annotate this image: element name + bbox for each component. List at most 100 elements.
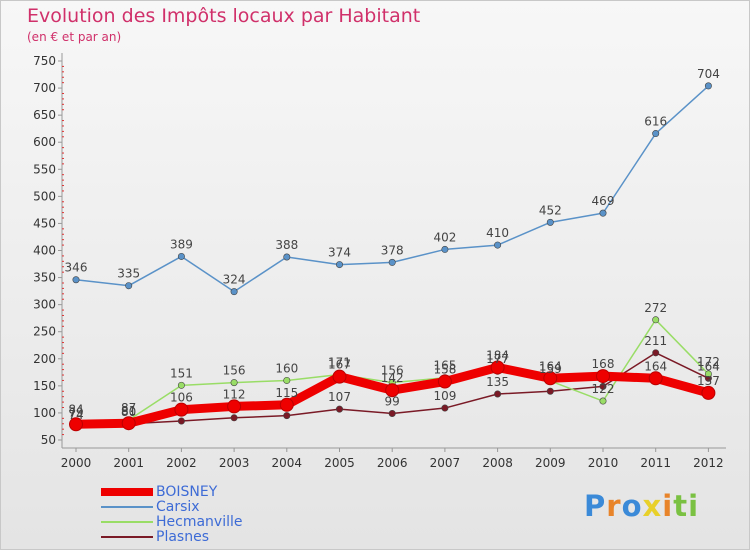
y-tick-label: 100 xyxy=(33,406,56,420)
data-label-hecmanville: 156 xyxy=(223,364,246,378)
proxiti-logo: Proxiti xyxy=(584,489,699,523)
data-label-carsix: 346 xyxy=(65,261,88,275)
data-label-hecmanville: 177 xyxy=(486,352,509,366)
data-label-boisney: 79 xyxy=(68,405,83,419)
data-point-carsix xyxy=(283,253,291,261)
data-label-plasnes: 99 xyxy=(385,394,400,408)
legend-label-boisney: BOISNEY xyxy=(156,484,218,500)
logo-letter: i xyxy=(662,489,674,523)
data-point-carsix xyxy=(546,218,554,226)
x-tick-label: 2006 xyxy=(377,456,408,470)
data-label-boisney: 112 xyxy=(223,387,246,401)
data-point-carsix xyxy=(599,209,607,217)
data-point-carsix xyxy=(441,245,449,253)
data-label-hecmanville: 122 xyxy=(592,382,615,396)
data-point-plasnes xyxy=(652,349,660,357)
y-tick-label: 550 xyxy=(33,162,56,176)
data-label-boisney: 142 xyxy=(381,371,404,385)
data-point-hecmanville xyxy=(652,316,660,324)
x-tick-label: 2005 xyxy=(324,456,355,470)
data-point-carsix xyxy=(335,261,343,269)
y-tick-label: 350 xyxy=(33,271,56,285)
data-point-carsix xyxy=(494,241,502,249)
data-label-hecmanville: 84 xyxy=(68,403,83,417)
logo-letter: P xyxy=(584,489,607,523)
data-point-hecmanville xyxy=(283,376,291,384)
data-label-carsix: 410 xyxy=(486,226,509,240)
logo-letter: t xyxy=(673,489,689,523)
data-label-plasnes: 74 xyxy=(68,408,83,422)
data-point-boisney xyxy=(227,399,242,414)
data-label-plasnes: 164 xyxy=(697,359,720,373)
chart-axes: 50 100 150 200 250 300 350 400 450 500 550 600 650 70… xyxy=(33,53,726,470)
data-point-hecmanville xyxy=(177,381,185,389)
data-label-hecmanville: 87 xyxy=(121,401,136,415)
y-tick-label: 300 xyxy=(33,298,56,312)
data-label-carsix: 374 xyxy=(328,246,351,260)
chart-subtitle: (en € et par an) xyxy=(27,30,122,44)
logo-letter: r xyxy=(606,489,622,523)
data-point-plasnes xyxy=(388,409,396,417)
x-tick-label: 2012 xyxy=(693,456,724,470)
data-label-hecmanville: 159 xyxy=(539,362,562,376)
data-point-boisney xyxy=(279,397,294,412)
legend-label-carsix: Carsix xyxy=(156,499,200,515)
data-point-boisney xyxy=(69,417,83,432)
data-label-boisney: 115 xyxy=(275,386,298,400)
data-point-plasnes xyxy=(283,412,291,420)
x-tick-label: 2009 xyxy=(535,456,566,470)
data-point-boisney xyxy=(121,416,136,431)
data-label-carsix: 452 xyxy=(539,203,562,217)
y-tick-label: 600 xyxy=(33,135,56,149)
y-tick-label: 450 xyxy=(33,216,56,230)
y-tick-label: 50 xyxy=(41,433,56,447)
data-point-boisney xyxy=(174,402,189,417)
data-point-plasnes xyxy=(177,417,185,425)
data-label-boisney: 167 xyxy=(328,358,351,372)
x-tick-label: 2000 xyxy=(61,456,92,470)
legend-label-hecmanville: Hecmanville xyxy=(156,514,243,530)
data-label-carsix: 469 xyxy=(592,194,615,208)
data-label-plasnes: 135 xyxy=(486,375,509,389)
data-label-carsix: 402 xyxy=(433,230,456,244)
data-point-plasnes xyxy=(335,405,343,413)
data-point-plasnes xyxy=(230,414,238,422)
data-point-carsix xyxy=(177,252,185,260)
logo-letter: i xyxy=(688,489,700,523)
data-label-carsix: 389 xyxy=(170,237,193,251)
data-label-carsix: 388 xyxy=(275,238,298,252)
y-tick-label: 200 xyxy=(33,352,56,366)
data-point-boisney xyxy=(490,360,505,375)
x-tick-label: 2007 xyxy=(430,456,461,470)
data-label-boisney: 106 xyxy=(170,391,193,405)
legend-label-plasnes: Plasnes xyxy=(156,529,209,545)
x-tick-label: 2003 xyxy=(219,456,250,470)
data-label-boisney: 137 xyxy=(697,374,720,388)
data-label-carsix: 616 xyxy=(644,115,667,129)
data-point-plasnes xyxy=(546,387,554,395)
legend-swatch-hecmanville xyxy=(101,521,153,523)
x-tick-label: 2008 xyxy=(482,456,513,470)
data-label-boisney: 158 xyxy=(433,363,456,377)
x-tick-label: 2011 xyxy=(640,456,671,470)
x-tick-label: 2001 xyxy=(113,456,144,470)
data-label-hecmanville: 171 xyxy=(328,355,351,369)
data-point-carsix xyxy=(125,282,133,290)
data-label-boisney: 164 xyxy=(539,359,562,373)
y-tick-label: 150 xyxy=(33,379,56,393)
data-point-boisney xyxy=(332,369,347,384)
data-label-hecmanville: 151 xyxy=(170,366,193,380)
data-label-boisney: 81 xyxy=(121,404,136,418)
data-label-hecmanville: 165 xyxy=(433,359,456,373)
data-label-hecmanville: 172 xyxy=(697,355,720,369)
legend-swatch-boisney xyxy=(101,488,153,496)
data-point-plasnes xyxy=(494,390,502,398)
data-label-carsix: 335 xyxy=(117,267,140,281)
x-tick-label: 2002 xyxy=(166,456,197,470)
data-point-boisney xyxy=(701,385,716,400)
data-point-plasnes xyxy=(441,404,449,412)
data-point-boisney xyxy=(385,383,400,398)
data-point-boisney xyxy=(596,369,610,384)
